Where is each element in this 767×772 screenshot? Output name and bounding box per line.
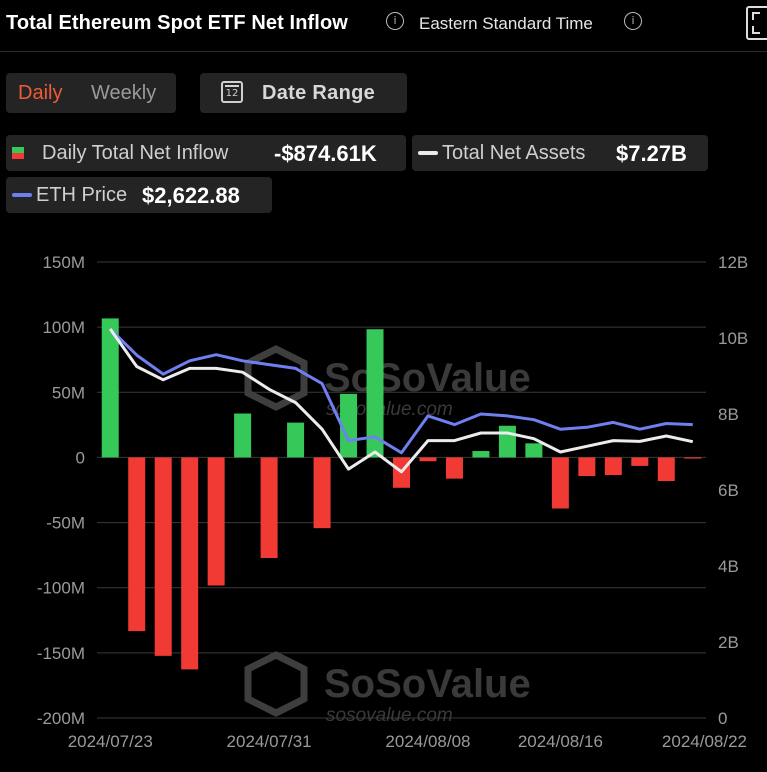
inflow-bar [128,457,146,632]
inflow-bar [525,443,543,458]
inflow-bar [604,457,622,476]
right-tick-label: 12B [718,253,748,272]
timezone-info-icon[interactable]: i [624,12,642,30]
inflow-bar [154,457,172,656]
x-tick-label: 2024/08/08 [385,732,470,751]
x-tick-label: 2024/08/22 [662,732,747,751]
right-tick-label: 4B [718,557,739,576]
tab-daily[interactable]: Daily [18,82,63,104]
right-tick-label: 10B [718,329,748,348]
legend-price-value: $2,622.88 [142,183,240,208]
legend-assets-value: $7.27B [616,141,687,166]
assets-line-swatch-icon [418,151,438,155]
inflow-bar [684,457,702,459]
watermark-logo-icon [244,345,308,411]
eth-price-line [109,327,693,455]
watermark-logo-icon [244,651,308,717]
legend-net-inflow[interactable]: Daily Total Net Inflow -$874.61K [6,135,406,171]
inflow-bar [472,451,490,458]
left-tick-label: 100M [42,318,85,337]
watermark-brand: SoSoValue [324,662,531,706]
chart-header: Total Ethereum Spot ETF Net Inflow i Eas… [0,0,767,50]
legend-inflow-value: -$874.61K [274,141,377,166]
inflow-bar [260,457,278,559]
inflow-bar [419,457,437,462]
inflow-bar [366,329,384,458]
x-tick-label: 2024/07/23 [68,732,153,751]
right-tick-label: 0 [718,709,727,728]
date-range-label: Date Range [262,82,376,104]
net-assets-line [108,328,694,474]
x-tick-label: 2024/08/16 [518,732,603,751]
inflow-bar [234,413,252,458]
legend-eth-price[interactable]: ETH Price $2,622.88 [6,177,272,213]
header-divider [0,51,767,52]
inflow-bar [287,422,305,458]
date-range-button[interactable]: 12 Date Range [200,73,407,113]
tab-weekly[interactable]: Weekly [91,82,157,104]
left-tick-label: 150M [42,253,85,272]
legend-net-assets[interactable]: Total Net Assets $7.27B [412,135,708,171]
left-tick-label: -200M [37,709,85,728]
inflow-bar [207,457,225,586]
chart-title: Total Ethereum Spot ETF Net Inflow [6,12,348,34]
legend-price-label: ETH Price [36,184,128,206]
timezone-label: Eastern Standard Time [419,14,593,33]
right-tick-label: 8B [718,405,739,424]
left-tick-label: -150M [37,644,85,663]
inflow-bar [181,457,199,670]
left-tick-label: 50M [52,383,85,402]
price-line-swatch-icon [12,193,32,197]
title-info-icon[interactable]: i [386,12,404,30]
watermark-url: sosovalue.com [326,399,453,420]
calendar-icon-number: 12 [225,88,239,99]
fullscreen-icon[interactable] [746,6,767,40]
inflow-bar [578,457,596,477]
right-tick-label: 2B [718,633,739,652]
inflow-bar [340,393,358,458]
inflow-bar [101,318,119,458]
legend-inflow-label: Daily Total Net Inflow [42,142,229,164]
inflow-bar [445,457,463,479]
left-tick-label: -50M [46,514,85,533]
left-tick-label: -100M [37,579,85,598]
inflow-bar [551,457,569,509]
inflow-bar [657,457,675,482]
inflow-swatch-icon [12,147,24,159]
x-tick-label: 2024/07/31 [227,732,312,751]
inflow-bar [313,457,331,529]
legend-assets-label: Total Net Assets [442,142,586,164]
watermark-url: sosovalue.com [326,705,453,726]
period-tabs: Daily Weekly [6,73,176,113]
inflow-bar [631,457,649,466]
left-tick-label: 0 [76,448,85,467]
watermark-brand: SoSoValue [324,356,531,400]
inflow-bar [498,425,516,458]
calendar-icon: 12 [221,81,243,103]
right-tick-label: 6B [718,481,739,500]
